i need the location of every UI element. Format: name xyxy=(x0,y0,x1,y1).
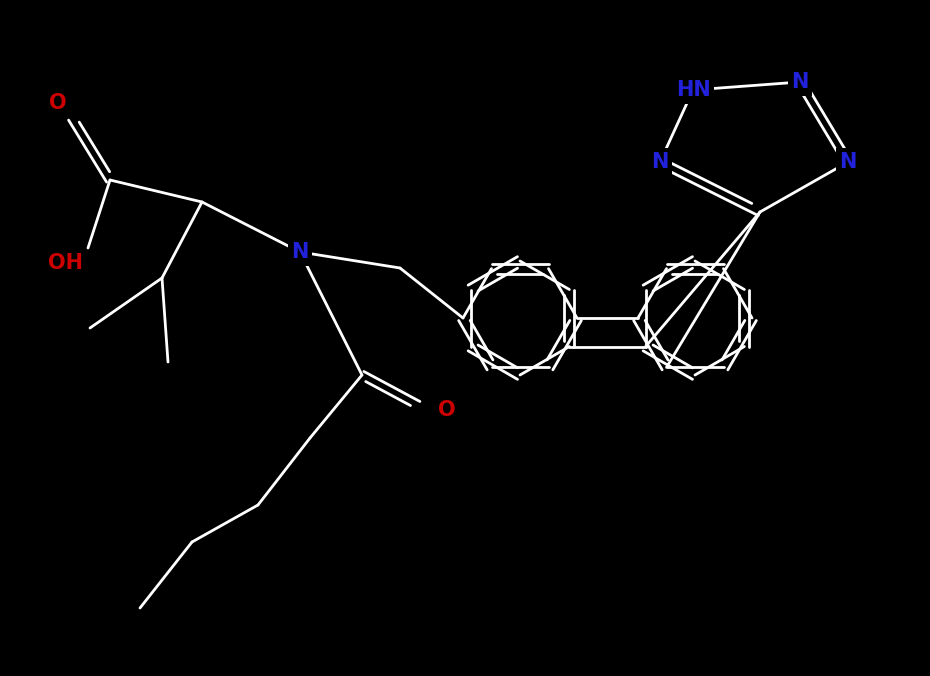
Text: OH: OH xyxy=(48,253,83,273)
Text: N: N xyxy=(651,152,669,172)
Text: O: O xyxy=(438,400,456,420)
Text: O: O xyxy=(49,93,67,113)
Text: N: N xyxy=(839,152,857,172)
Text: N: N xyxy=(291,242,309,262)
Text: N: N xyxy=(791,72,809,92)
Text: HN: HN xyxy=(675,80,711,100)
